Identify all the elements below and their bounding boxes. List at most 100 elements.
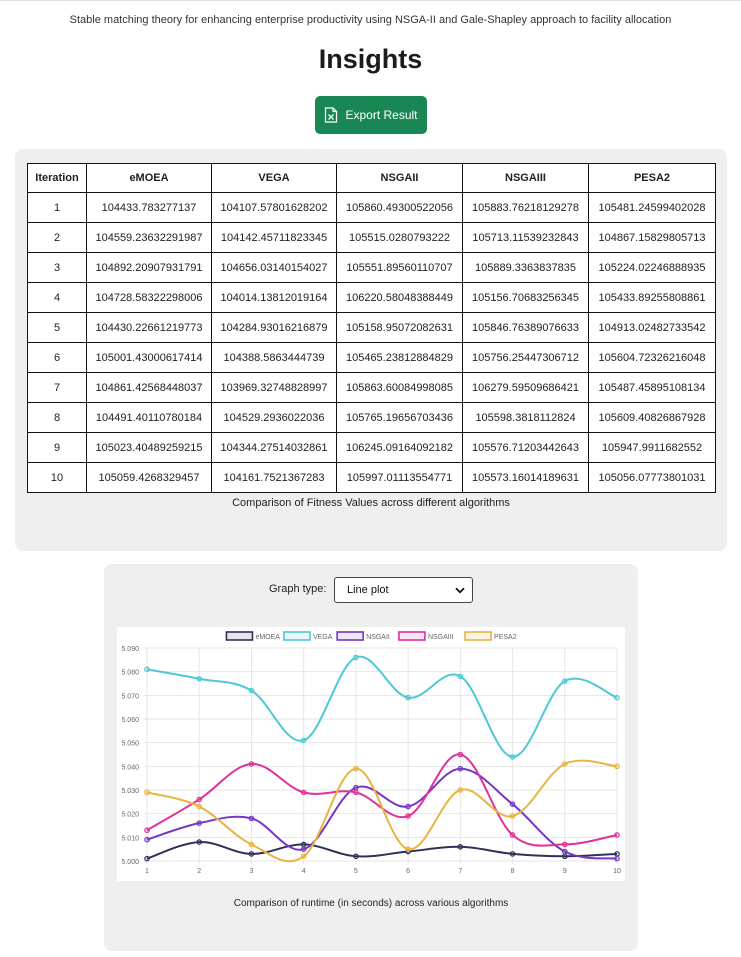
table-row: 4 104728.58322298006 104014.13812019164 106… bbox=[27, 282, 716, 313]
fitness-value-cell: 104430.22661219773 bbox=[86, 312, 212, 343]
chart-card: Graph type: Line plot 5.000 5.010 5.020 5.0… bbox=[104, 564, 638, 951]
y-tick-label: 5.010 bbox=[121, 835, 139, 842]
column-header: NSGAII bbox=[336, 163, 463, 193]
data-point-nsgaiii bbox=[614, 832, 620, 838]
data-point-vega bbox=[509, 754, 516, 760]
legend-swatch-nsgaiii bbox=[398, 631, 426, 641]
fitness-value-cell: 105765.19656703436 bbox=[336, 402, 463, 433]
project-subtitle: Stable matching theory for enhancing ent… bbox=[69, 14, 672, 26]
x-tick-label: 6 bbox=[406, 868, 410, 875]
data-point-pesa2 bbox=[196, 803, 203, 810]
fitness-value-cell: 105947.9911682552 bbox=[588, 432, 716, 463]
fitness-value-cell: 104344.27514032861 bbox=[211, 432, 337, 463]
column-header: VEGA bbox=[211, 163, 337, 193]
table-body: 1 104433.783277137 104107.57801628202 10586… bbox=[27, 192, 716, 493]
table-row: 6 105001.43000617414 104388.5863444739 1054… bbox=[27, 342, 716, 373]
data-point-nsgaiii bbox=[144, 827, 150, 834]
legend-swatch-pesa2 bbox=[464, 631, 492, 641]
export-result-button[interactable]: Export Result bbox=[315, 96, 427, 134]
y-tick-label: 5.030 bbox=[121, 788, 139, 795]
fitness-table-card: Iteration eMOEA VEGA NSGAII NSGAIII PESA2 1 10… bbox=[15, 149, 727, 551]
chevron-down-icon bbox=[455, 587, 465, 593]
y-tick-label: 5.040 bbox=[121, 764, 139, 771]
fitness-value-cell: 104388.5863444739 bbox=[211, 342, 337, 373]
fitness-value-cell: 105846.76389076633 bbox=[462, 312, 589, 343]
column-header: Iteration bbox=[27, 163, 87, 193]
x-tick-label: 7 bbox=[458, 868, 462, 875]
data-point-vega bbox=[614, 694, 620, 701]
legend-label-vega: VEGA bbox=[313, 634, 333, 641]
fitness-value-cell: 105576.71203442643 bbox=[462, 432, 589, 463]
data-point-nsgaiii bbox=[353, 789, 359, 796]
x-tick-label: 5 bbox=[354, 868, 358, 875]
fitness-value-cell: 104529.2936022036 bbox=[211, 402, 337, 433]
fitness-value-cell: 105598.3818112824 bbox=[462, 402, 589, 433]
series-line-nsgaii bbox=[146, 767, 618, 860]
data-point-vega bbox=[353, 654, 359, 661]
data-point-pesa2 bbox=[457, 787, 464, 793]
column-header: PESA2 bbox=[588, 163, 716, 193]
data-point-pesa2 bbox=[614, 763, 620, 770]
data-point-emoea bbox=[509, 851, 516, 857]
fitness-value-cell: 105481.24599402028 bbox=[588, 192, 716, 223]
fitness-value-cell: 104107.57801628202 bbox=[211, 192, 337, 223]
fitness-value-cell: 104728.58322298006 bbox=[86, 282, 212, 313]
legend-label-nsgaii: NSGAII bbox=[366, 634, 390, 641]
chart-caption: Comparison of runtime (in seconds) acros… bbox=[233, 898, 509, 909]
page-title: Insights bbox=[318, 44, 423, 74]
x-tick-label: 3 bbox=[249, 868, 253, 875]
data-point-nsgaii bbox=[353, 784, 359, 791]
fitness-value-cell: 105156.70683256345 bbox=[462, 282, 589, 313]
iteration-cell: 5 bbox=[27, 312, 87, 343]
data-point-pesa2 bbox=[248, 841, 255, 848]
table-row: 3 104892.20907931791 104656.03140154027 105… bbox=[27, 252, 716, 283]
iteration-cell: 7 bbox=[27, 372, 87, 403]
table-row: 7 104861.42568448037 103969.32748828997 105… bbox=[27, 372, 716, 403]
data-point-nsgaii bbox=[561, 848, 568, 855]
data-point-nsgaii bbox=[248, 815, 255, 822]
y-tick-label: 5.020 bbox=[121, 812, 139, 819]
column-header: eMOEA bbox=[86, 163, 212, 193]
iteration-cell: 9 bbox=[27, 432, 87, 463]
table-caption: Comparison of Fitness Values across diff… bbox=[232, 497, 510, 509]
series-line-vega bbox=[146, 655, 618, 758]
legend-swatch-vega bbox=[283, 631, 311, 641]
x-tick-label: 1 bbox=[145, 868, 149, 875]
fitness-value-cell: 105056.07773801031 bbox=[588, 462, 716, 493]
data-point-emoea bbox=[196, 839, 203, 845]
fitness-value-cell: 105158.95072082631 bbox=[336, 312, 463, 343]
data-point-vega bbox=[196, 675, 203, 682]
fitness-value-cell: 105001.43000617414 bbox=[86, 342, 212, 373]
data-point-pesa2 bbox=[561, 761, 568, 767]
data-point-nsgaii bbox=[614, 855, 620, 862]
fitness-value-cell: 104861.42568448037 bbox=[86, 372, 212, 403]
data-point-nsgaiii bbox=[457, 751, 464, 758]
x-tick-label: 10 bbox=[613, 868, 621, 875]
column-header: NSGAIII bbox=[462, 163, 589, 193]
data-point-vega bbox=[457, 673, 464, 680]
y-tick-label: 5.090 bbox=[121, 646, 139, 653]
table-row: 1 104433.783277137 104107.57801628202 10586… bbox=[27, 192, 716, 223]
fitness-value-cell: 105023.40489259215 bbox=[86, 432, 212, 463]
fitness-value-cell: 104559.23632291987 bbox=[86, 222, 212, 253]
fitness-value-cell: 105889.3363837835 bbox=[462, 252, 589, 283]
data-point-nsgaiii bbox=[248, 761, 255, 767]
fitness-value-cell: 105059.4268329457 bbox=[86, 462, 212, 493]
data-point-vega bbox=[300, 737, 307, 744]
iteration-cell: 2 bbox=[27, 222, 87, 253]
table-row: 8 104491.40110780184 104529.2936022036 1057… bbox=[27, 402, 716, 433]
data-point-nsgaiii bbox=[300, 789, 307, 796]
x-tick-label: 2 bbox=[197, 868, 201, 875]
table-row: 5 104430.22661219773 104284.93016216879 105… bbox=[27, 312, 716, 343]
top-border bbox=[0, 0, 741, 1]
graph-type-select[interactable]: Line plot bbox=[334, 577, 473, 603]
series-line-nsgaiii bbox=[146, 753, 618, 847]
series-line-pesa2 bbox=[146, 759, 618, 863]
fitness-value-cell: 105515.0280793222 bbox=[336, 222, 463, 253]
iteration-cell: 6 bbox=[27, 342, 87, 373]
legend-label-nsgaiii: NSGAIII bbox=[428, 634, 454, 641]
fitness-value-cell: 104284.93016216879 bbox=[211, 312, 337, 343]
series-line-emoea bbox=[146, 841, 618, 860]
fitness-value-cell: 105573.16014189631 bbox=[462, 462, 589, 493]
graph-type-value: Line plot bbox=[347, 584, 389, 596]
